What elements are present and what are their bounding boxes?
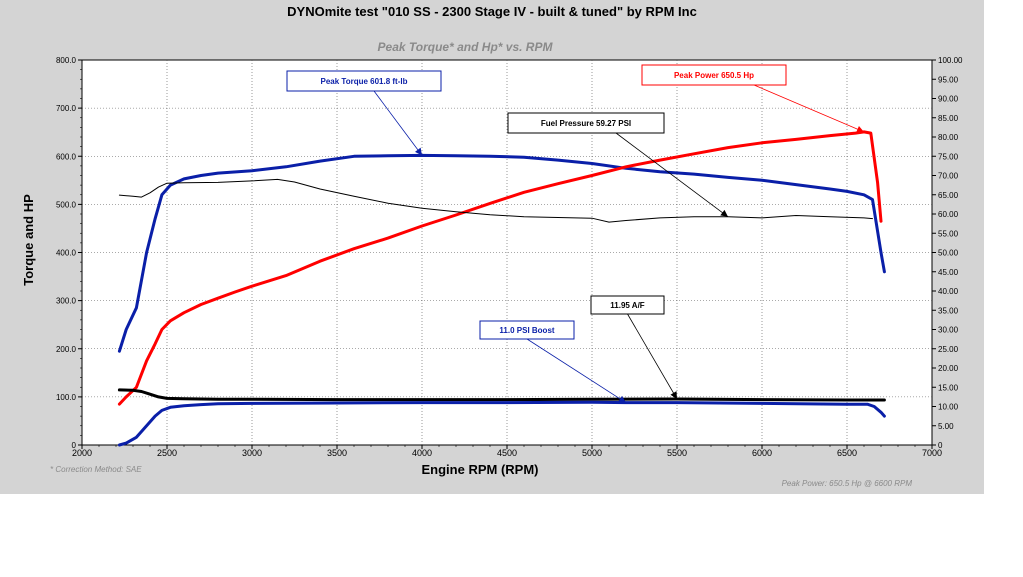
y-tick-label: 400.0 (56, 249, 77, 258)
y2-tick-label: 90.00 (938, 95, 959, 104)
y2-tick-label: 0 (938, 441, 943, 450)
y-tick-label: 100.0 (56, 393, 77, 402)
y2-tick-label: 95.00 (938, 75, 959, 84)
boost-callout-box (479, 320, 575, 340)
y-tick-label: 300.0 (56, 297, 77, 306)
x-tick-label: 3000 (242, 448, 262, 458)
correction-method-note: * Correction Method: SAE (50, 465, 142, 474)
fuel-pressure-callout-arrow (720, 209, 728, 217)
torque-line (117, 153, 886, 353)
fuel-pressure-line (118, 178, 873, 223)
x-tick-label: 7000 (922, 448, 942, 458)
dyno-chart: Peak Torque* and Hp* vs. RPM 2000 2500 3000… (21, 40, 963, 488)
peak-power-note: Peak Power: 650.5 Hp @ 6600 RPM (782, 479, 913, 488)
x-tick-label: 6000 (752, 448, 772, 458)
boost-callout-label: 11.0 PSI Boost (499, 326, 554, 335)
y2-tick-label: 10.00 (938, 403, 959, 412)
x-tick-label: 6500 (837, 448, 857, 458)
boost-callout-leader (526, 338, 627, 403)
air-fuel-line (117, 388, 886, 402)
page-title: DYNOmite test "010 SS - 2300 Stage IV - … (287, 4, 697, 19)
y2-tick-label: 15.00 (938, 383, 959, 392)
air-fuel-callout-box (590, 295, 665, 315)
y2-tick-label: 70.00 (938, 172, 959, 181)
y-tick-label: 600.0 (56, 152, 77, 161)
y2-tick-label: 100.00 (938, 56, 963, 65)
y-tick-label: 500.0 (56, 200, 77, 209)
x-tick-label: 3500 (327, 448, 347, 458)
x-tick-label: 5000 (582, 448, 602, 458)
x-tick-label: 4500 (497, 448, 517, 458)
x-tick-label: 2500 (157, 448, 177, 458)
y-tick-label: 800.0 (56, 56, 77, 65)
peak-power-callout-box (641, 64, 787, 86)
peak-torque-callout-label: Peak Torque 601.8 ft-lb (321, 77, 408, 86)
y2-tick-label: 85.00 (938, 114, 959, 123)
y2-tick-label: 50.00 (938, 249, 959, 258)
peak-power-callout-arrow (856, 125, 864, 133)
y2-tick-label: 5.00 (938, 422, 954, 431)
peak-torque-callout-arrow (415, 147, 422, 156)
y-tick-label: 0 (72, 441, 77, 450)
y2-tick-label: 45.00 (938, 268, 959, 277)
boost-line (117, 400, 886, 447)
fuel-pressure-callout-label: Fuel Pressure 59.27 PSI (541, 119, 631, 128)
x-axis-label: Engine RPM (RPM) (422, 462, 539, 477)
fuel-pressure-callout-leader (615, 132, 729, 218)
y2-tick-label: 20.00 (938, 364, 959, 373)
y-tick-label: 700.0 (56, 104, 77, 113)
x-tick-label: 4000 (412, 448, 432, 458)
peak-power-callout-leader (753, 84, 865, 133)
x-tick-label: 2000 (72, 448, 92, 458)
y2-tick-label: 65.00 (938, 191, 959, 200)
peak-power-callout-label: Peak Power 650.5 Hp (674, 71, 754, 80)
air-fuel-callout-leader (627, 313, 678, 400)
y2-tick-label: 55.00 (938, 229, 959, 238)
y2-tick-label: 35.00 (938, 306, 959, 315)
y2-tick-label: 60.00 (938, 210, 959, 219)
y-tick-label: 200.0 (56, 345, 77, 354)
y2-tick-label: 40.00 (938, 287, 959, 296)
y2-tick-label: 75.00 (938, 152, 959, 161)
y-axis-label: Torque and HP (21, 194, 36, 286)
y2-tick-label: 80.00 (938, 133, 959, 142)
power-line (117, 130, 883, 406)
peak-torque-callout-leader (373, 90, 423, 156)
boost-callout-arrow (618, 395, 626, 403)
air-fuel-callout-arrow (670, 391, 677, 399)
air-fuel-callout-label: 11.95 A/F (610, 301, 645, 310)
peak-torque-callout-box (286, 70, 442, 92)
fuel-pressure-callout-box (507, 112, 665, 134)
chart-title: Peak Torque* and Hp* vs. RPM (378, 40, 554, 54)
x-tick-label: 5500 (667, 448, 687, 458)
y2-tick-label: 30.00 (938, 326, 959, 335)
y2-tick-label: 25.00 (938, 345, 959, 354)
